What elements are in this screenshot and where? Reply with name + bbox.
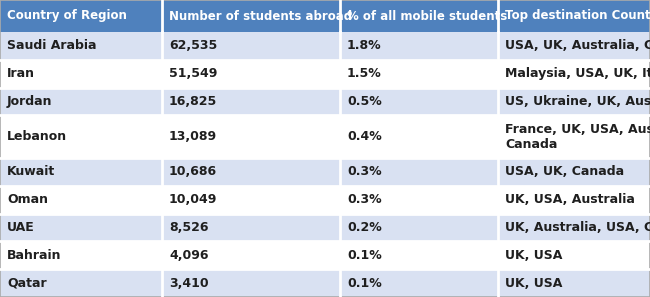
Text: 16,825: 16,825 — [169, 95, 217, 108]
Bar — [162, 0, 340, 32]
Bar — [0, 88, 162, 115]
Bar — [0, 269, 162, 297]
Text: Number of students abroad: Number of students abroad — [169, 10, 352, 23]
Text: USA, UK, Australia, Canada: USA, UK, Australia, Canada — [505, 40, 650, 52]
Text: Lebanon: Lebanon — [7, 130, 67, 143]
Text: 4,096: 4,096 — [169, 249, 209, 262]
Text: 0.3%: 0.3% — [347, 165, 382, 178]
Text: 0.4%: 0.4% — [347, 130, 382, 143]
Bar — [498, 269, 650, 297]
Text: Iran: Iran — [7, 67, 35, 80]
Bar — [0, 32, 162, 60]
Text: Top destination Countries: Top destination Countries — [505, 10, 650, 23]
Text: Qatar: Qatar — [7, 277, 47, 290]
Text: UK, USA: UK, USA — [505, 277, 562, 290]
Text: UK, USA: UK, USA — [505, 249, 562, 262]
Bar — [498, 115, 650, 158]
Bar — [498, 60, 650, 88]
Text: 13,089: 13,089 — [169, 130, 217, 143]
Bar — [0, 158, 162, 186]
Bar — [0, 115, 162, 158]
Text: USA, UK, Canada: USA, UK, Canada — [505, 165, 624, 178]
Bar — [340, 214, 498, 241]
Text: Malaysia, USA, UK, Italy: Malaysia, USA, UK, Italy — [505, 67, 650, 80]
Bar — [498, 88, 650, 115]
Bar — [498, 0, 650, 32]
Text: US, Ukraine, UK, Australia: US, Ukraine, UK, Australia — [505, 95, 650, 108]
Text: 8,526: 8,526 — [169, 221, 209, 234]
Bar — [340, 60, 498, 88]
Bar — [498, 158, 650, 186]
Text: 0.1%: 0.1% — [347, 249, 382, 262]
Bar — [162, 241, 340, 269]
Text: 0.3%: 0.3% — [347, 193, 382, 206]
Bar — [340, 0, 498, 32]
Bar — [498, 241, 650, 269]
Bar — [498, 32, 650, 60]
Bar — [340, 269, 498, 297]
Bar — [162, 158, 340, 186]
Bar — [0, 0, 162, 32]
Text: Oman: Oman — [7, 193, 48, 206]
Text: UK, Australia, USA, Canada: UK, Australia, USA, Canada — [505, 221, 650, 234]
Text: 51,549: 51,549 — [169, 67, 217, 80]
Text: 10,049: 10,049 — [169, 193, 217, 206]
Bar — [162, 115, 340, 158]
Bar — [340, 88, 498, 115]
Text: Bahrain: Bahrain — [7, 249, 62, 262]
Text: 1.5%: 1.5% — [347, 67, 382, 80]
Text: Kuwait: Kuwait — [7, 165, 55, 178]
Bar — [162, 60, 340, 88]
Text: 62,535: 62,535 — [169, 40, 217, 52]
Text: France, UK, USA, Australia,
Canada: France, UK, USA, Australia, Canada — [505, 123, 650, 151]
Text: 0.2%: 0.2% — [347, 221, 382, 234]
Bar — [0, 214, 162, 241]
Text: 0.1%: 0.1% — [347, 277, 382, 290]
Text: UAE: UAE — [7, 221, 34, 234]
Bar — [0, 186, 162, 214]
Bar — [340, 115, 498, 158]
Bar — [162, 269, 340, 297]
Bar — [340, 158, 498, 186]
Bar — [340, 186, 498, 214]
Bar — [162, 186, 340, 214]
Text: Country of Region: Country of Region — [7, 10, 127, 23]
Text: 0.5%: 0.5% — [347, 95, 382, 108]
Text: 1.8%: 1.8% — [347, 40, 382, 52]
Bar — [498, 214, 650, 241]
Bar — [162, 32, 340, 60]
Bar — [162, 214, 340, 241]
Text: % of all mobile students: % of all mobile students — [347, 10, 507, 23]
Text: Saudi Arabia: Saudi Arabia — [7, 40, 96, 52]
Bar — [498, 186, 650, 214]
Bar — [340, 32, 498, 60]
Text: 3,410: 3,410 — [169, 277, 209, 290]
Text: Jordan: Jordan — [7, 95, 53, 108]
Bar — [0, 60, 162, 88]
Bar — [340, 241, 498, 269]
Text: 10,686: 10,686 — [169, 165, 217, 178]
Bar — [0, 241, 162, 269]
Text: UK, USA, Australia: UK, USA, Australia — [505, 193, 635, 206]
Bar — [162, 88, 340, 115]
